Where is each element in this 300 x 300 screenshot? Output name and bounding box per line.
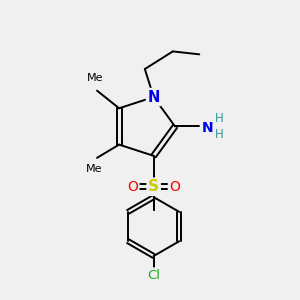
Text: O: O <box>169 180 180 194</box>
Text: N: N <box>148 89 160 104</box>
Text: Me: Me <box>86 164 102 174</box>
Text: H: H <box>215 128 224 141</box>
Text: Cl: Cl <box>147 269 160 282</box>
Text: N: N <box>202 121 214 135</box>
Text: Me: Me <box>86 73 103 83</box>
Text: S: S <box>148 179 159 194</box>
Text: O: O <box>127 180 138 194</box>
Text: H: H <box>215 112 224 125</box>
